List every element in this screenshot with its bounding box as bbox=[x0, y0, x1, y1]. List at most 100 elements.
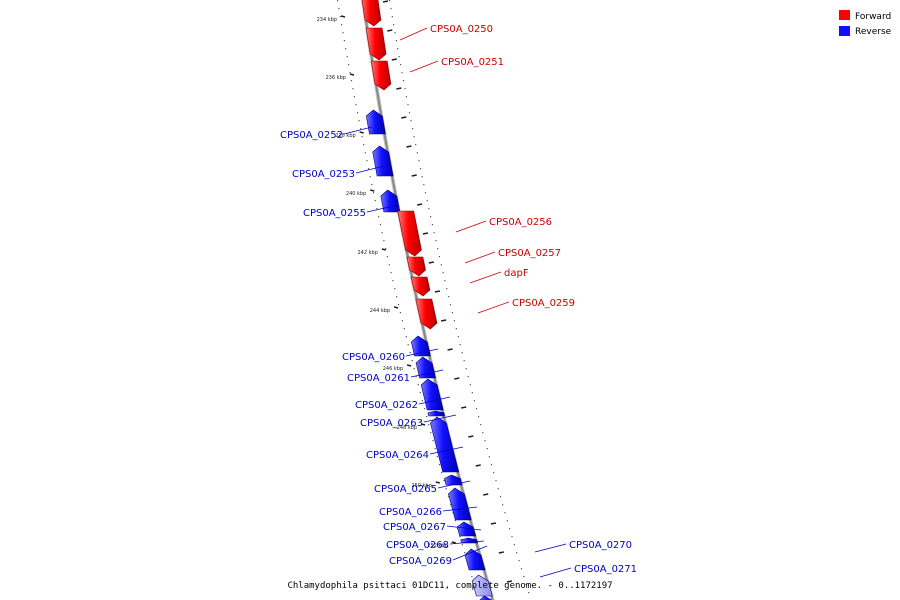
guide-dot bbox=[356, 112, 359, 114]
gene-label[interactable]: CPS0A_0268 bbox=[386, 540, 449, 551]
gene-arrow[interactable] bbox=[415, 298, 438, 330]
gene-arrow[interactable] bbox=[464, 548, 486, 571]
gene-arrow[interactable] bbox=[365, 109, 386, 135]
gene-label[interactable]: dapF bbox=[504, 268, 529, 279]
guide-dot bbox=[410, 120, 412, 122]
gene-label[interactable]: CPS0A_0257 bbox=[498, 248, 561, 259]
guide-dot bbox=[452, 512, 454, 514]
gene-labels: CPS0A_0250 CPS0A_0251 CPS0A_0252 CPS0A_0253… bbox=[280, 24, 637, 575]
guide-dot bbox=[443, 480, 445, 482]
label-leader bbox=[455, 220, 487, 233]
minor-tick bbox=[461, 406, 467, 409]
guide-dot bbox=[378, 216, 380, 218]
gene-label[interactable]: CPS0A_0251 bbox=[441, 57, 504, 68]
guide-dot bbox=[461, 544, 463, 546]
guide-dot bbox=[343, 40, 345, 42]
gene-arrow[interactable] bbox=[365, 27, 387, 61]
gene-arrow[interactable] bbox=[410, 276, 431, 297]
gene-arrow[interactable] bbox=[380, 189, 401, 213]
guide-dot bbox=[497, 488, 499, 490]
gene-arrow[interactable] bbox=[444, 474, 463, 486]
map-title: Chlamydophila psittaci 01DC11, complete … bbox=[287, 581, 612, 591]
gene-label[interactable]: CPS0A_0255 bbox=[303, 208, 366, 219]
guide-dot bbox=[434, 448, 436, 450]
gene-label[interactable]: CPS0A_0264 bbox=[366, 450, 429, 461]
guide-dot bbox=[402, 80, 405, 82]
guide-dot bbox=[459, 536, 461, 538]
legend-label-reverse: Reverse bbox=[855, 27, 892, 37]
guide-dot bbox=[364, 152, 366, 154]
gene-arrow[interactable] bbox=[406, 256, 426, 277]
guide-dot bbox=[423, 408, 426, 410]
gene-label[interactable]: CPS0A_0263 bbox=[360, 418, 423, 429]
guide-dot bbox=[421, 400, 423, 402]
guide-dot bbox=[447, 496, 450, 498]
gene-label[interactable]: CPS0A_0271 bbox=[574, 564, 637, 575]
gene-label[interactable]: CPS0A_0265 bbox=[374, 484, 437, 495]
gene-label[interactable]: CPS0A_0259 bbox=[512, 298, 575, 309]
guide-dot bbox=[348, 64, 350, 66]
gene-label[interactable]: CPS0A_0253 bbox=[292, 169, 355, 180]
guide-dot bbox=[445, 488, 447, 490]
guide-dot bbox=[405, 336, 407, 338]
gene-label[interactable]: CPS0A_0256 bbox=[489, 217, 552, 228]
guide-dot bbox=[518, 560, 520, 562]
gene-label[interactable]: CPS0A_0266 bbox=[379, 507, 442, 518]
guide-dot bbox=[444, 280, 446, 282]
major-tick bbox=[420, 423, 426, 426]
guide-dot bbox=[415, 376, 417, 378]
guide-dot bbox=[342, 32, 344, 34]
minor-tick bbox=[434, 290, 441, 293]
guide-dot bbox=[509, 528, 511, 530]
minor-tick bbox=[422, 232, 429, 235]
gene-label[interactable]: CPS0A_0261 bbox=[347, 373, 410, 384]
gene-arrow[interactable] bbox=[397, 210, 422, 257]
guide-dot bbox=[393, 24, 395, 26]
gene-arrow[interactable] bbox=[430, 416, 460, 473]
guide-dot bbox=[409, 352, 411, 354]
gene-arrow[interactable] bbox=[427, 410, 446, 417]
gene-label[interactable]: CPS0A_0262 bbox=[355, 400, 418, 411]
minor-tick bbox=[447, 348, 453, 351]
gene-label[interactable]: CPS0A_0269 bbox=[389, 556, 452, 567]
guide-dot bbox=[405, 96, 407, 98]
guide-dot bbox=[374, 200, 376, 202]
guide-dot bbox=[516, 552, 518, 554]
gene-arrow[interactable] bbox=[370, 60, 392, 91]
scale-label: 234 kbp bbox=[317, 17, 337, 23]
gene-label[interactable]: CPS0A_0260 bbox=[342, 352, 405, 363]
gene-label[interactable]: CPS0A_0267 bbox=[383, 522, 446, 533]
label-leader bbox=[446, 525, 482, 531]
guide-dot bbox=[426, 200, 428, 202]
scale-label: 252 kbp bbox=[427, 543, 447, 549]
scale-labels: 234 kbp 236 kbp 238 kbp 240 kbp 242 kbp 244 k… bbox=[317, 17, 448, 549]
gene-label[interactable]: CPS0A_0252 bbox=[280, 130, 343, 141]
gene-arrow[interactable] bbox=[372, 145, 394, 177]
gene-label[interactable]: CPS0A_0270 bbox=[569, 540, 632, 551]
guide-dot bbox=[461, 352, 463, 354]
guide-dot bbox=[441, 472, 443, 474]
label-leaders bbox=[343, 27, 572, 578]
gene-arrow[interactable] bbox=[410, 335, 431, 357]
gene-arrow[interactable] bbox=[478, 595, 497, 600]
guide-dot bbox=[371, 184, 373, 186]
gene-arrow[interactable] bbox=[448, 487, 472, 521]
guide-dot bbox=[442, 272, 444, 274]
gene-label[interactable]: CPS0A_0250 bbox=[430, 24, 493, 35]
gene-arrow[interactable] bbox=[361, 0, 382, 27]
guide-dot bbox=[438, 256, 440, 258]
guide-dot bbox=[421, 176, 423, 178]
label-leader bbox=[452, 545, 488, 561]
gene-arrow[interactable] bbox=[456, 521, 477, 537]
guide-dot bbox=[525, 584, 527, 586]
guide-dot bbox=[346, 56, 348, 58]
guide-dot bbox=[394, 288, 396, 290]
minor-tick bbox=[391, 58, 397, 61]
guide-dot bbox=[478, 416, 480, 418]
guide-dot bbox=[506, 520, 508, 522]
label-leader bbox=[477, 301, 510, 314]
guide-dot bbox=[446, 288, 448, 290]
guide-dot bbox=[394, 32, 396, 34]
minor-tick bbox=[387, 29, 393, 32]
